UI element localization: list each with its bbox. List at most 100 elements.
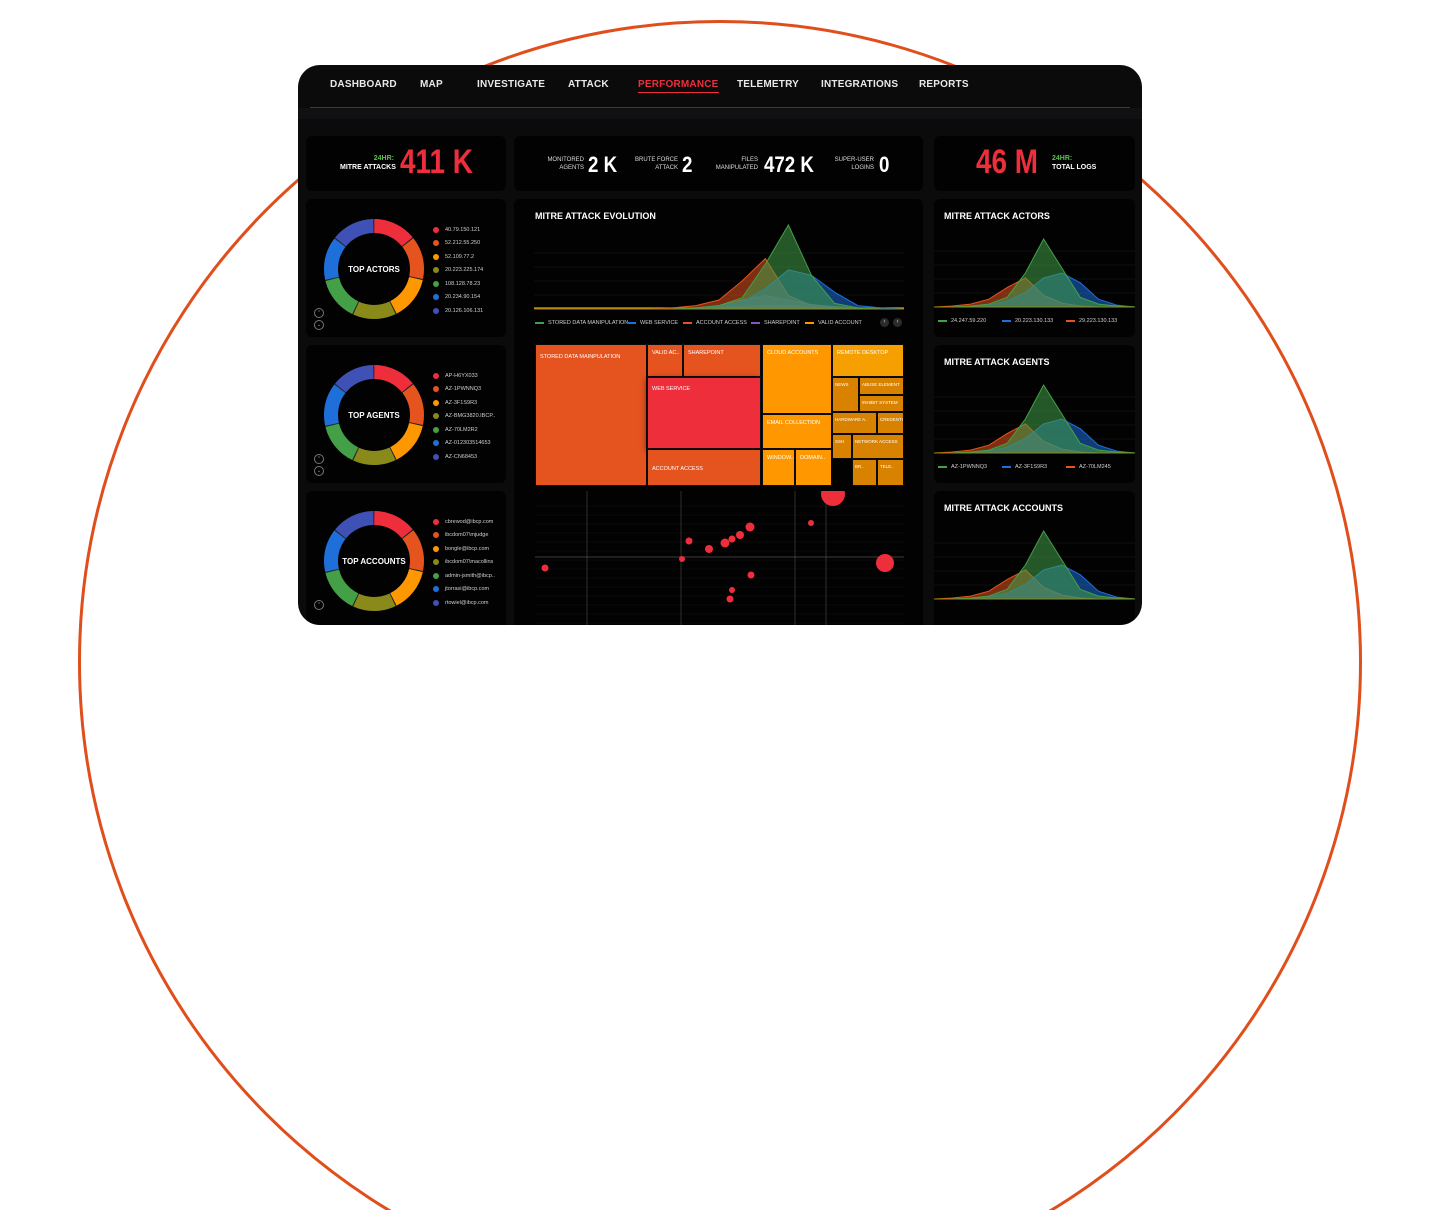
legend-item[interactable]: AZ-70LM245: [1066, 464, 1111, 470]
legend-item[interactable]: VALID ACCOUNT: [805, 320, 862, 326]
area-series[interactable]: [934, 530, 1135, 600]
donut-segment[interactable]: [324, 219, 424, 319]
nav-attack[interactable]: ATTACK: [568, 79, 609, 90]
legend-item[interactable]: ibcdom07\macollins: [433, 556, 495, 570]
scatter-point[interactable]: [745, 522, 755, 532]
treemap-cell[interactable]: NEWS: [832, 377, 859, 412]
legend-item[interactable]: AZ-3F1S9R3: [433, 396, 495, 410]
legend-item[interactable]: SHAREPOINT: [751, 320, 800, 326]
scatter-point[interactable]: [726, 595, 734, 603]
legend-item[interactable]: 24.247.59.220: [938, 318, 986, 324]
nav-performance[interactable]: PERFORMANCE: [638, 79, 719, 93]
treemap-cell[interactable]: WEB SERVICE: [647, 377, 761, 449]
scatter-point[interactable]: [729, 587, 735, 593]
legend-item[interactable]: AZ-CN68453: [433, 450, 495, 464]
treemap-cell[interactable]: CLOUD ACCOUNTS: [762, 344, 832, 414]
legend-item[interactable]: 40.79.150.121: [433, 223, 483, 237]
chevron-up-icon[interactable]: ⌃: [314, 600, 324, 610]
legend-item[interactable]: WEB SERVICE: [627, 320, 678, 326]
legend-dot: [433, 453, 439, 460]
legend-item[interactable]: jtorrasi@ibcp.com: [433, 583, 495, 597]
legend-item[interactable]: admin-jsmith@ibcp..: [433, 569, 495, 583]
treemap-cell[interactable]: SSH: [832, 434, 852, 459]
treemap-cell[interactable]: EMAIL COLLECTION: [762, 414, 832, 449]
legend-swatch: [535, 322, 544, 324]
treemap-cell[interactable]: NETWORK ACCESS: [852, 434, 904, 459]
legend-item[interactable]: 20.126.106.131: [433, 304, 483, 318]
legend-label: WEB SERVICE: [640, 320, 679, 326]
scatter-point[interactable]: [541, 564, 549, 572]
legend-item[interactable]: AZ-1PWNNQ3: [938, 464, 987, 470]
legend-item[interactable]: AZ-BMG3820.IBCP..: [433, 410, 495, 424]
treemap-cell[interactable]: REMOTE DESKTOP: [832, 344, 904, 377]
scatter-point[interactable]: [685, 537, 693, 545]
area-series[interactable]: [934, 384, 1135, 454]
treemap-cell[interactable]: BR..: [852, 459, 877, 486]
legend-item[interactable]: 29.223.130.133: [1066, 318, 1117, 324]
nav-telemetry[interactable]: TELEMETRY: [737, 79, 799, 90]
legend-item[interactable]: 20.234.90.154: [433, 291, 483, 305]
treemap-cell[interactable]: ACCOUNT ACCESS: [647, 449, 761, 486]
area-series[interactable]: [934, 238, 1135, 308]
donut-segment[interactable]: [324, 365, 424, 465]
legend-item[interactable]: STORED DATA MANIPULATION: [535, 320, 628, 326]
legend-item[interactable]: bongle@ibcp.com: [433, 542, 495, 556]
legend-item[interactable]: 52.212.55.250: [433, 237, 483, 251]
chevron-left-icon[interactable]: ‹: [880, 318, 889, 327]
treemap-cell[interactable]: STORED DATA MAINPULATION: [535, 344, 647, 486]
nav-dashboard[interactable]: DASHBOARD: [330, 79, 397, 90]
treemap-cell[interactable]: TELE..: [877, 459, 904, 486]
chevron-up-icon[interactable]: ⌃: [314, 308, 324, 318]
legend-item[interactable]: 20.223.225.174: [433, 264, 483, 278]
nav-map[interactable]: MAP: [420, 79, 443, 90]
legend-item[interactable]: AZ-1PWNNQ3: [433, 383, 495, 397]
treemap-cell[interactable]: CREDENTIAL: [877, 412, 904, 434]
treemap-cell[interactable]: HARDWARE A..: [832, 412, 877, 434]
legend-item[interactable]: cbrewod@ibcp.com: [433, 515, 495, 529]
treemap-cell[interactable]: SHAREPOINT: [683, 344, 761, 377]
donut-segment[interactable]: [324, 219, 424, 319]
legend-item[interactable]: 108.128.78.23: [433, 277, 483, 291]
scatter-point[interactable]: [736, 531, 744, 539]
legend-item[interactable]: ibcdom07\mjudge: [433, 529, 495, 543]
legend-item[interactable]: AZ-3F1S9R3: [1002, 464, 1047, 470]
agents-chart-panel: MITRE ATTACK AGENTS AZ-1PWNNQ3 AZ-3F1S9R3…: [934, 345, 1135, 483]
treemap-cell[interactable]: WINDOW..: [762, 449, 795, 486]
chevron-down-icon[interactable]: ⌄: [314, 320, 324, 330]
legend-item[interactable]: ACCOUNT ACCESS: [683, 320, 747, 326]
scatter-point[interactable]: [720, 538, 730, 548]
donut-segment[interactable]: [324, 511, 424, 611]
donut-segment[interactable]: [324, 365, 424, 465]
scatter-point[interactable]: [747, 571, 755, 579]
donut-segment[interactable]: [324, 219, 424, 319]
legend-item[interactable]: 20.223.130.133: [1002, 318, 1053, 324]
legend-item[interactable]: rtowiel@ibcp.com: [433, 596, 495, 610]
nav-reports[interactable]: REPORTS: [919, 79, 969, 90]
legend-dot: [433, 307, 439, 314]
nav-investigate[interactable]: INVESTIGATE: [477, 79, 546, 90]
scatter-point[interactable]: [808, 520, 814, 526]
scatter-point[interactable]: [876, 554, 894, 572]
donut-segment[interactable]: [324, 511, 424, 611]
donut-segment[interactable]: [324, 511, 424, 611]
chevron-right-icon[interactable]: ›: [893, 318, 902, 327]
scatter-point[interactable]: [679, 556, 685, 562]
scatter-chart: [535, 491, 904, 625]
treemap-cell[interactable]: VALID AC..: [647, 344, 683, 377]
treemap-cell[interactable]: ABUSE ELEMENT: [859, 377, 904, 395]
chevron-down-icon[interactable]: ⌄: [314, 466, 324, 476]
nav-integrations[interactable]: INTEGRATIONS: [821, 79, 899, 90]
scatter-point[interactable]: [728, 535, 736, 543]
legend-item[interactable]: AP-H6YX033: [433, 369, 495, 383]
treemap-cell[interactable]: INHIBIT SYSTEM: [859, 395, 904, 412]
legend-dot: [433, 586, 439, 593]
legend-item[interactable]: AZ-012303514653: [433, 437, 495, 451]
legend-label: 20.126.106.131: [445, 307, 484, 314]
donut-segment[interactable]: [324, 365, 424, 465]
treemap-cell[interactable]: DOMAIN..: [795, 449, 832, 486]
legend-item[interactable]: 52.109.77.2: [433, 250, 483, 264]
legend-item[interactable]: AZ-70LM2R2: [433, 423, 495, 437]
scatter-point[interactable]: [821, 491, 845, 506]
scatter-point[interactable]: [705, 545, 713, 553]
chevron-up-icon[interactable]: ⌃: [314, 454, 324, 464]
